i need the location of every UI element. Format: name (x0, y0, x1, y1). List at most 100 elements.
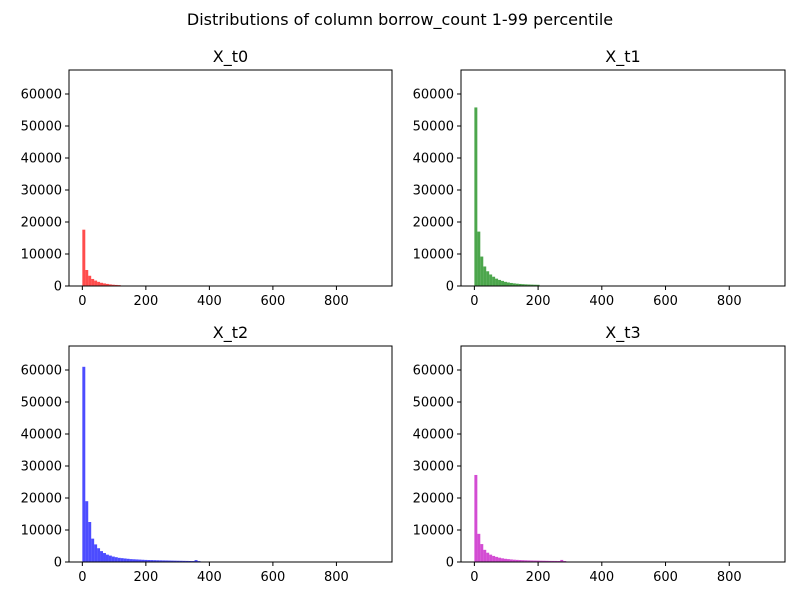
x-tick-label: 200 (526, 294, 551, 309)
histogram-bar (536, 284, 540, 286)
y-tick-label: 60000 (21, 364, 62, 379)
subplot-title: X_t2 (213, 323, 248, 343)
histogram-bar (548, 560, 552, 562)
y-tick-label: 40000 (413, 152, 454, 167)
histogram-bar (501, 280, 505, 286)
histogram-bar (150, 560, 154, 562)
histogram-bar (94, 544, 98, 562)
y-tick-label: 60000 (413, 364, 454, 379)
histogram-bar (103, 283, 106, 286)
x-tick-label: 400 (197, 570, 222, 585)
histogram-bar (85, 270, 89, 286)
y-tick-label: 30000 (21, 460, 62, 475)
histogram-bar (530, 284, 534, 286)
histogram-bar (545, 560, 549, 562)
histogram-bar (185, 560, 189, 562)
histogram-bar (551, 560, 555, 562)
x-tick-label: 200 (133, 294, 158, 309)
histogram-bar (504, 558, 507, 562)
x-tick-label: 600 (653, 570, 678, 585)
histogram-bar (88, 522, 92, 562)
figure-title: Distributions of column borrow_count 1-9… (187, 10, 613, 30)
histogram-bar (108, 284, 112, 286)
y-tick-label: 50000 (21, 396, 62, 411)
y-tick-label: 0 (446, 280, 454, 295)
histogram-bar (91, 538, 95, 562)
y-tick-label: 60000 (413, 88, 454, 103)
y-tick-label: 30000 (21, 184, 62, 199)
histogram-bar (111, 556, 115, 562)
subplot-title: X_t3 (605, 323, 640, 343)
histogram-bar (486, 552, 490, 562)
x-tick-label: 0 (78, 570, 86, 585)
histogram-bar (492, 276, 496, 286)
histogram-bar (533, 284, 537, 286)
histogram-bar (501, 558, 505, 562)
histogram-bar (480, 256, 484, 286)
histogram-bar (492, 555, 496, 562)
histogram-bar (126, 558, 130, 562)
y-tick-label: 10000 (21, 248, 62, 263)
x-tick-label: 200 (526, 570, 551, 585)
subplot-title: X_t0 (213, 47, 248, 67)
histogram-bar (105, 283, 109, 286)
y-tick-label: 50000 (413, 396, 454, 411)
histogram-bar (486, 271, 490, 286)
histogram-bar (474, 474, 478, 562)
histogram-bar (97, 548, 101, 562)
histogram-bar (117, 557, 121, 562)
histogram-bar (97, 281, 101, 286)
axes-frame (68, 345, 393, 563)
histogram-bar (527, 560, 531, 562)
histogram-bar (168, 560, 171, 562)
y-tick-label: 20000 (21, 216, 62, 231)
histogram-bar (515, 559, 519, 562)
y-tick-label: 20000 (413, 492, 454, 507)
y-tick-label: 10000 (413, 524, 454, 539)
histogram-bar (489, 274, 493, 286)
y-tick-label: 30000 (413, 460, 454, 475)
x-tick-label: 0 (470, 294, 478, 309)
histogram-bar (114, 557, 118, 562)
histogram-bar (506, 282, 510, 286)
y-tick-label: 50000 (413, 120, 454, 135)
y-tick-label: 30000 (413, 184, 454, 199)
histogram-bar (162, 560, 166, 562)
x-tick-label: 0 (470, 570, 478, 585)
histogram-bar (530, 560, 534, 562)
histogram-bar (498, 557, 502, 562)
histogram-bar (518, 283, 522, 286)
y-tick-label: 40000 (21, 428, 62, 443)
histogram-bar (108, 555, 112, 562)
histogram-bar (188, 560, 192, 562)
histogram-bar (91, 278, 95, 286)
histogram-bar (489, 554, 493, 562)
histogram-bar (123, 558, 127, 562)
axes-frame (460, 69, 786, 287)
histogram-bar (159, 560, 163, 562)
y-tick-label: 40000 (413, 428, 454, 443)
histogram-bar (539, 560, 543, 562)
histogram-bar (103, 553, 106, 562)
histogram-bar (477, 533, 481, 562)
histogram-bar (147, 560, 151, 562)
y-tick-label: 40000 (21, 152, 62, 167)
histogram-bar (153, 560, 157, 562)
histogram-bar (524, 560, 528, 562)
subplot-X_t2: 0 200 400 600 800 0 10000 20000 30000 40000 50000 6… (21, 323, 393, 585)
histogram-bar (483, 266, 487, 286)
histogram-bar (521, 284, 525, 286)
histogram-bar (527, 284, 531, 286)
histogram-bar (85, 501, 89, 562)
x-tick-label: 400 (197, 294, 222, 309)
histogram-bar (194, 560, 198, 562)
x-tick-label: 800 (717, 570, 742, 585)
histogram-bar (138, 559, 142, 562)
histogram-bar (129, 559, 133, 562)
y-tick-label: 0 (446, 556, 454, 571)
axes-frame (68, 69, 393, 287)
histogram-bar (105, 554, 109, 562)
histogram-bar (506, 559, 510, 562)
histogram-bar (480, 544, 484, 562)
